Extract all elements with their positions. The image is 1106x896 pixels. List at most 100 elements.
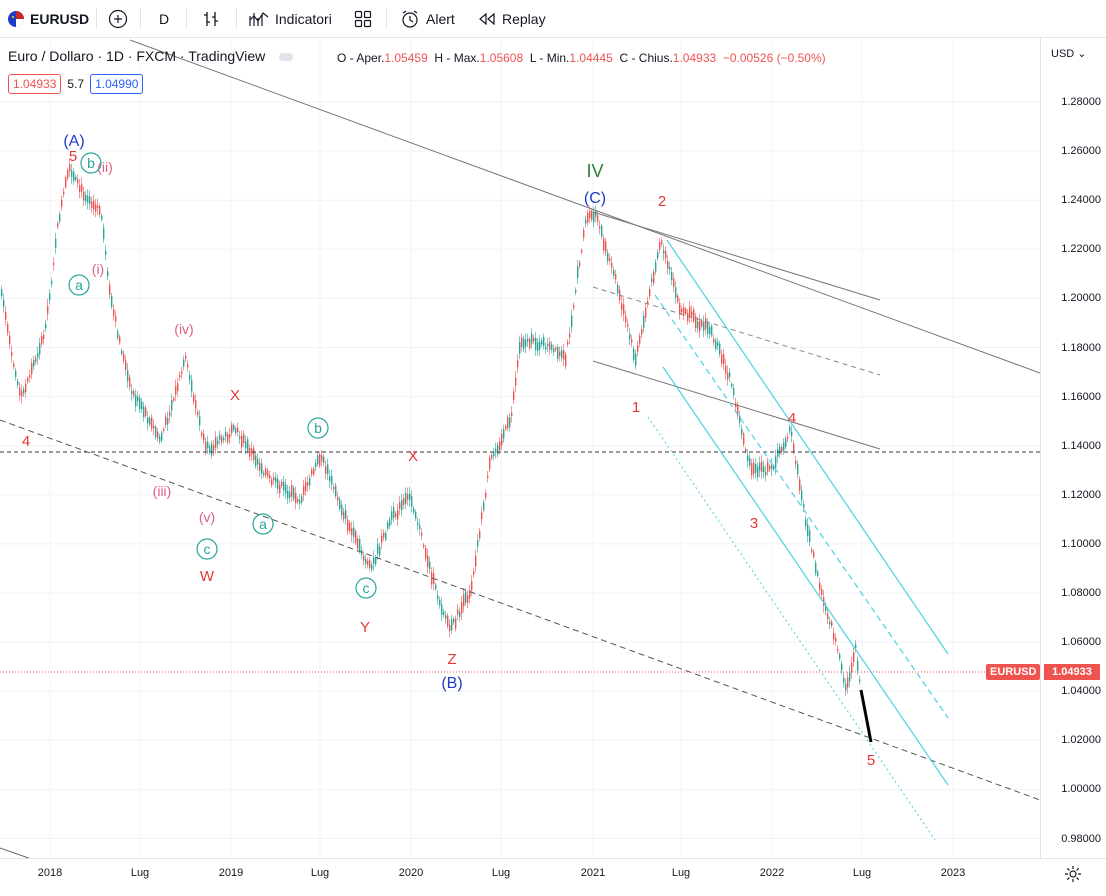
candle-body — [713, 338, 715, 343]
candle-body — [675, 287, 677, 298]
candle-body — [837, 648, 839, 652]
candle-body — [727, 372, 729, 380]
price-label: 1.26000 — [1061, 145, 1101, 158]
candle-body — [189, 375, 191, 381]
price-chart[interactable]: (A) 5 (ii) b (i) a (iv) 4 (iii) (v) c W … — [0, 38, 1041, 863]
candle-body — [145, 407, 147, 416]
candle-body — [7, 324, 9, 333]
candle-body — [173, 398, 175, 401]
candle-body — [683, 307, 685, 316]
candle-body — [77, 179, 79, 184]
candle-body — [403, 498, 405, 505]
candle-body — [229, 434, 231, 438]
candle-body — [193, 394, 195, 402]
candle-body — [749, 457, 751, 466]
candle-body — [601, 225, 603, 237]
candle-body — [449, 624, 451, 632]
candle-body — [199, 415, 201, 426]
wave-label-1: 1 — [632, 399, 640, 416]
alert-button[interactable]: Alert — [400, 0, 455, 37]
candle-body — [137, 396, 139, 402]
candle-body — [93, 200, 95, 210]
price-label: 1.14000 — [1061, 439, 1101, 452]
buy-price-badge[interactable]: 1.04990 — [90, 74, 144, 94]
candle-body — [187, 364, 189, 368]
candle-body — [295, 493, 297, 503]
candle-body — [19, 387, 21, 396]
layout-button[interactable] — [354, 0, 372, 37]
compare-button[interactable] — [108, 0, 128, 37]
candle-body — [211, 443, 213, 456]
symbol-button[interactable]: EURUSD — [8, 0, 89, 37]
candle-body — [611, 262, 613, 268]
candle-body — [447, 615, 449, 627]
candle-body — [399, 502, 401, 509]
price-label: 1.06000 — [1061, 636, 1101, 649]
candle-body — [643, 315, 645, 328]
settings-gear-icon[interactable] — [1064, 865, 1082, 888]
candle-body — [111, 295, 113, 307]
wave-label-b2-circle — [307, 417, 329, 439]
candle-body — [323, 456, 325, 463]
candle-body — [103, 227, 105, 240]
replay-button[interactable]: Replay — [478, 0, 546, 37]
candle-body — [785, 438, 787, 447]
candle-body — [83, 191, 85, 201]
candle-body — [529, 338, 531, 349]
candle-body — [151, 417, 153, 429]
currency-selector[interactable]: USD ⌄ — [1051, 47, 1087, 60]
candle-body — [45, 323, 47, 329]
wave-label-b2: b — [314, 420, 322, 436]
candle-body — [163, 429, 165, 432]
candle-body — [443, 611, 445, 615]
chart-pane[interactable]: (A) 5 (ii) b (i) a (iv) 4 (iii) (v) c W … — [0, 38, 1041, 863]
candle-body — [487, 475, 489, 478]
interval-button[interactable]: D — [159, 0, 169, 37]
candle-body — [567, 341, 569, 345]
candle-body — [23, 389, 25, 394]
time-axis[interactable]: 2018 Lug 2019 Lug 2020 Lug 2021 Lug 2022 Lug 2023 — [0, 858, 1106, 896]
candle-body — [853, 652, 855, 663]
candle-body — [273, 477, 275, 481]
candle-body — [169, 412, 171, 416]
candle-body — [101, 215, 103, 220]
candle-body — [21, 391, 23, 397]
candle-body — [767, 461, 769, 472]
candle-body — [283, 482, 285, 491]
candle-body — [395, 513, 397, 517]
candle-body — [789, 426, 791, 432]
candle-body — [275, 477, 277, 483]
price-label: 1.02000 — [1061, 734, 1101, 747]
channel-mid-dashed — [654, 294, 949, 719]
candle-body — [543, 336, 545, 346]
candle-body — [219, 434, 221, 441]
low-value: 1.04445 — [569, 51, 613, 65]
candle-body — [499, 441, 501, 451]
indicators-button[interactable]: Indicatori — [249, 0, 332, 37]
price-label: 1.00000 — [1061, 783, 1101, 796]
candle-body — [129, 377, 131, 388]
lower-resistance-line — [592, 360, 881, 450]
candle-body — [277, 478, 279, 490]
candle-body — [501, 433, 503, 446]
chart-type-button[interactable] — [202, 0, 220, 37]
candle-body — [445, 615, 447, 619]
candle-body — [591, 210, 593, 220]
candle-body — [573, 305, 575, 308]
candle-body — [355, 531, 357, 543]
candle-body — [57, 223, 59, 227]
wave-label-X1: X — [230, 387, 240, 404]
candle-body — [553, 348, 555, 353]
price-axis[interactable]: USD ⌄ 1.28000 1.26000 1.24000 1.22000 1.2000… — [1040, 38, 1106, 858]
candle-body — [843, 677, 845, 683]
candle-body — [259, 462, 261, 471]
candle-body — [35, 357, 37, 363]
legend-dot-icon[interactable] — [279, 53, 294, 62]
candle-body — [271, 479, 273, 485]
trendlines-layer — [0, 39, 1041, 863]
resistance-line-2 — [592, 211, 881, 301]
candle-body — [293, 487, 295, 500]
sell-price-badge[interactable]: 1.04933 — [8, 74, 62, 94]
candle-body — [755, 464, 757, 473]
channel-top-line — [666, 239, 949, 655]
